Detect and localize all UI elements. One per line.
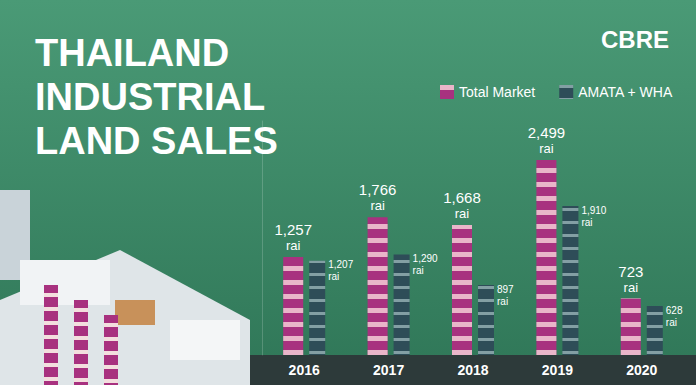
svg-text:rai: rai [497,296,508,307]
svg-text:723: 723 [618,263,643,280]
svg-text:1,290: 1,290 [413,253,438,264]
svg-text:INDUSTRIAL: INDUSTRIAL [35,76,265,118]
svg-text:628: 628 [666,305,683,316]
svg-text:897: 897 [497,284,514,295]
svg-text:rai: rai [328,271,339,282]
svg-text:THAILAND: THAILAND [35,32,229,74]
svg-text:1,910: 1,910 [581,205,606,216]
svg-text:2017: 2017 [373,362,404,378]
svg-text:rai: rai [666,317,677,328]
svg-text:1,668: 1,668 [443,189,481,206]
svg-text:1,257: 1,257 [274,221,312,238]
svg-text:2019: 2019 [542,362,573,378]
svg-text:rai: rai [539,141,554,156]
svg-text:rai: rai [286,238,301,253]
svg-text:rai: rai [370,198,385,213]
svg-text:2016: 2016 [289,362,320,378]
svg-text:AMATA + WHA: AMATA + WHA [578,84,673,100]
svg-text:2018: 2018 [457,362,488,378]
svg-text:rai: rai [413,265,424,276]
svg-text:LAND SALES: LAND SALES [35,120,278,162]
svg-text:1,766: 1,766 [359,181,397,198]
svg-text:rai: rai [455,206,470,221]
svg-text:2020: 2020 [626,362,657,378]
svg-text:CBRE: CBRE [601,26,669,53]
svg-text:2,499: 2,499 [528,124,566,141]
svg-text:rai: rai [624,280,639,295]
svg-text:rai: rai [581,217,592,228]
svg-text:1,207: 1,207 [328,259,353,270]
svg-text:Total Market: Total Market [459,84,535,100]
